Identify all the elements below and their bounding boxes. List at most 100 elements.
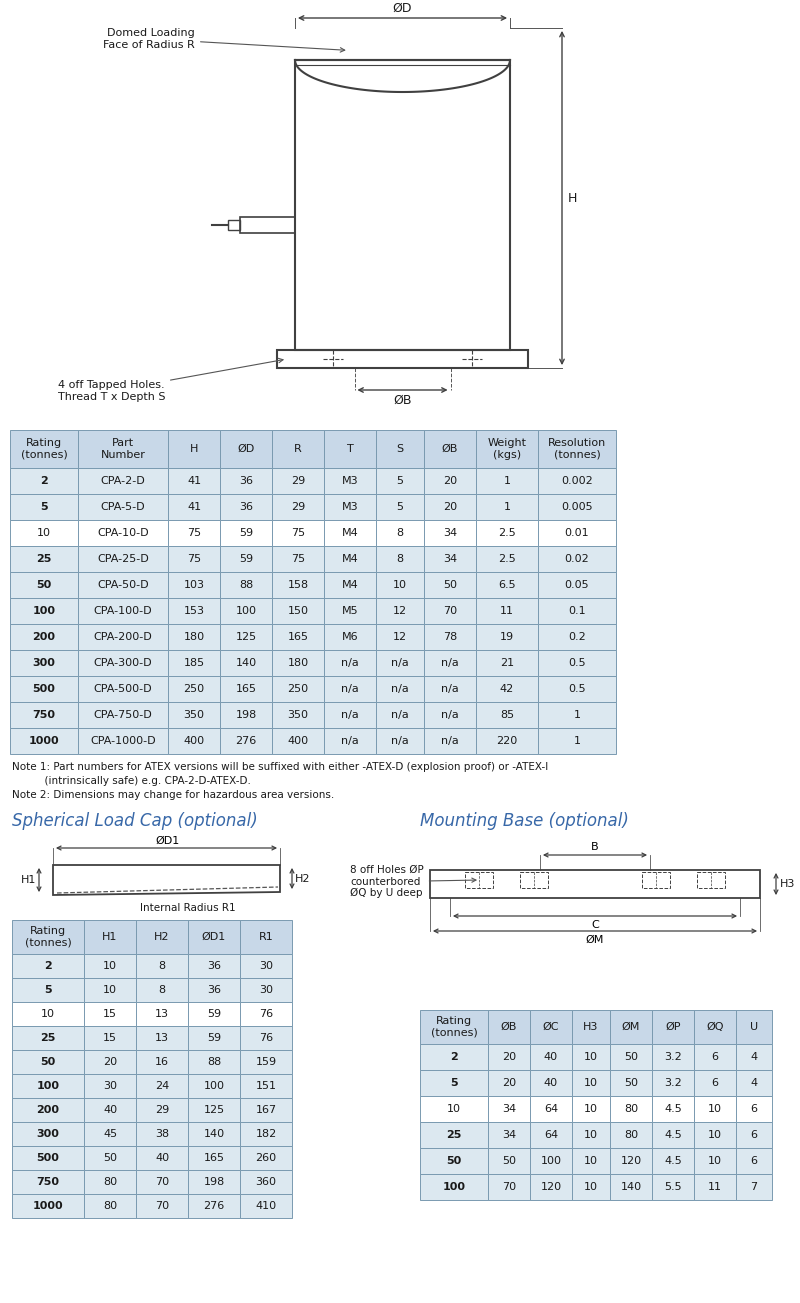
Text: 80: 80 — [103, 1201, 117, 1210]
Text: B: B — [591, 842, 599, 852]
Text: 75: 75 — [187, 554, 201, 564]
Bar — [10, 468, 78, 494]
Bar — [240, 1050, 292, 1074]
Bar — [220, 468, 272, 494]
Text: 4 off Tapped Holes.
Thread T x Depth S: 4 off Tapped Holes. Thread T x Depth S — [58, 358, 283, 401]
Bar — [78, 598, 168, 624]
Bar — [324, 430, 376, 468]
Bar — [220, 572, 272, 598]
Bar — [652, 1096, 694, 1122]
Bar — [420, 1044, 488, 1070]
Text: ØB: ØB — [442, 444, 458, 453]
Text: 750: 750 — [37, 1177, 59, 1187]
Text: 120: 120 — [621, 1156, 642, 1166]
Text: 80: 80 — [103, 1177, 117, 1187]
Text: n/a: n/a — [341, 658, 359, 668]
Bar — [168, 520, 220, 546]
Bar — [610, 1010, 652, 1044]
Text: 85: 85 — [500, 710, 514, 721]
Bar — [736, 1044, 772, 1070]
Text: 8: 8 — [158, 985, 166, 995]
Text: ØM: ØM — [586, 936, 604, 945]
Bar — [168, 598, 220, 624]
Text: 410: 410 — [255, 1201, 277, 1210]
Text: 64: 64 — [544, 1130, 558, 1140]
Bar — [610, 1148, 652, 1174]
Text: CPA-5-D: CPA-5-D — [101, 502, 146, 512]
Text: 4.5: 4.5 — [664, 1104, 682, 1114]
Text: 103: 103 — [183, 580, 205, 590]
Text: 75: 75 — [291, 554, 305, 564]
Text: H: H — [190, 444, 198, 453]
Bar — [324, 572, 376, 598]
Text: 40: 40 — [103, 1105, 117, 1115]
Bar — [324, 598, 376, 624]
Text: Part
Number: Part Number — [101, 438, 146, 460]
Text: 8 off Holes ØP
counterbored
ØQ by U deep: 8 off Holes ØP counterbored ØQ by U deep — [350, 865, 476, 899]
Text: 5: 5 — [397, 476, 403, 486]
Text: 5: 5 — [397, 502, 403, 512]
Text: 20: 20 — [443, 502, 457, 512]
Bar — [10, 728, 78, 754]
Text: 4.5: 4.5 — [664, 1156, 682, 1166]
Bar — [136, 1098, 188, 1122]
Text: 0.5: 0.5 — [568, 658, 586, 668]
Bar — [78, 728, 168, 754]
Text: 42: 42 — [500, 684, 514, 694]
Bar — [272, 676, 324, 702]
Text: 0.002: 0.002 — [561, 476, 593, 486]
Bar — [424, 572, 476, 598]
Text: 100: 100 — [235, 606, 257, 616]
Text: 750: 750 — [33, 710, 55, 721]
Bar — [736, 1010, 772, 1044]
Text: 70: 70 — [502, 1182, 516, 1192]
Bar — [136, 920, 188, 954]
Bar — [240, 954, 292, 979]
Bar — [572, 1122, 610, 1148]
Text: 20: 20 — [103, 1057, 117, 1067]
Bar — [476, 624, 538, 650]
Bar — [136, 1194, 188, 1218]
Text: 6: 6 — [750, 1104, 758, 1114]
Bar — [188, 1122, 240, 1147]
Bar — [12, 920, 84, 954]
Text: 80: 80 — [624, 1104, 638, 1114]
Bar — [476, 520, 538, 546]
Bar — [220, 702, 272, 728]
Text: Weight
(kgs): Weight (kgs) — [487, 438, 526, 460]
Bar — [610, 1096, 652, 1122]
Text: 75: 75 — [291, 528, 305, 538]
Bar — [520, 872, 548, 889]
Bar — [476, 650, 538, 676]
Text: 5.5: 5.5 — [664, 1182, 682, 1192]
Text: S: S — [397, 444, 403, 453]
Bar — [188, 1170, 240, 1194]
Bar — [652, 1070, 694, 1096]
Bar — [424, 728, 476, 754]
Bar — [476, 598, 538, 624]
Bar — [12, 1122, 84, 1147]
Text: 400: 400 — [183, 736, 205, 747]
Bar — [530, 1044, 572, 1070]
Bar — [84, 1122, 136, 1147]
Bar — [12, 1170, 84, 1194]
Bar — [12, 1074, 84, 1098]
Text: 64: 64 — [544, 1104, 558, 1114]
Bar — [136, 1122, 188, 1147]
Text: 1: 1 — [574, 736, 581, 747]
Bar — [572, 1174, 610, 1200]
Bar — [10, 650, 78, 676]
Text: T: T — [346, 444, 354, 453]
Text: 59: 59 — [239, 528, 253, 538]
Text: 100: 100 — [37, 1081, 59, 1091]
Bar — [420, 1070, 488, 1096]
Text: 36: 36 — [239, 476, 253, 486]
Bar — [220, 728, 272, 754]
Text: 10: 10 — [584, 1130, 598, 1140]
Bar — [538, 468, 616, 494]
Text: 29: 29 — [291, 476, 305, 486]
Bar — [168, 430, 220, 468]
Bar — [476, 494, 538, 520]
Text: 7: 7 — [750, 1182, 758, 1192]
Text: 100: 100 — [442, 1182, 466, 1192]
